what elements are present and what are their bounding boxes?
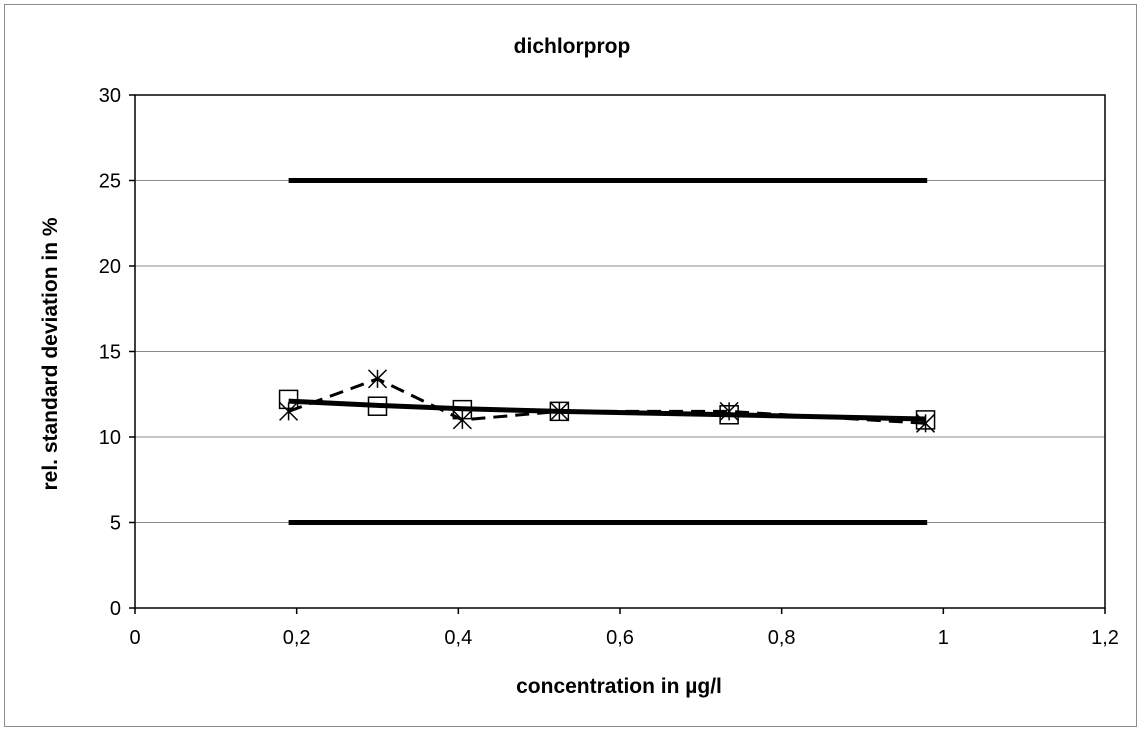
series-4 bbox=[288, 398, 926, 422]
series-layer bbox=[278, 178, 936, 525]
series-line bbox=[288, 398, 926, 422]
y-axis-label: rel. standard deviation in % bbox=[39, 217, 62, 490]
x-tick-label: 1 bbox=[938, 627, 949, 649]
y-tick-label: 5 bbox=[110, 513, 121, 535]
y-tick-label: 10 bbox=[99, 427, 121, 449]
chart-area bbox=[4, 4, 1137, 727]
y-tick-label: 20 bbox=[99, 256, 121, 278]
y-tick-label: 30 bbox=[99, 85, 121, 107]
grid-lines bbox=[135, 180, 1105, 523]
x-tick-label: 0 bbox=[129, 627, 140, 649]
chart-title: dichlorprop bbox=[514, 35, 631, 58]
series-2 bbox=[278, 389, 936, 430]
x-axis-label: concentration in µg/l bbox=[516, 675, 722, 698]
asterisk-marker bbox=[452, 410, 472, 430]
x-tick-label: 0,6 bbox=[606, 627, 634, 649]
y-tick-label: 25 bbox=[99, 171, 121, 193]
x-tick-label: 0,8 bbox=[768, 627, 796, 649]
asterisk-marker bbox=[279, 401, 299, 421]
x-tick-label: 1,2 bbox=[1091, 627, 1119, 649]
asterisk-marker bbox=[367, 369, 388, 389]
x-tick-label: 0,4 bbox=[444, 627, 472, 649]
x-tick-label: 0,2 bbox=[283, 627, 311, 649]
axis-ticks: 0 5 10 15 20 25 30 0 0,2 0,4 0,6 0,8 1 1,2 bbox=[99, 85, 1119, 649]
y-tick-label: 0 bbox=[110, 598, 121, 620]
y-tick-label: 15 bbox=[99, 342, 121, 364]
